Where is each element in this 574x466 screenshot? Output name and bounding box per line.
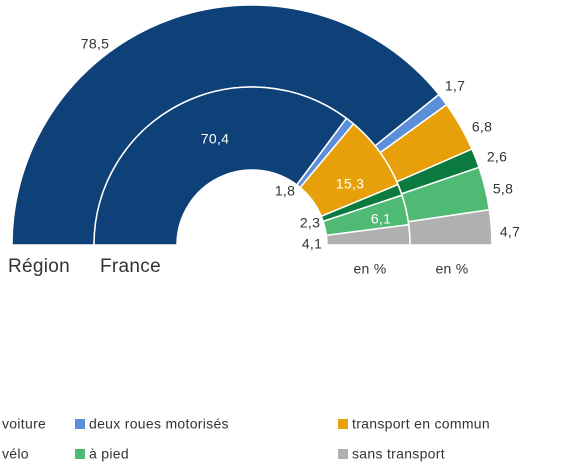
legend-label: sans transport bbox=[352, 446, 445, 462]
data-label: 4,7 bbox=[500, 224, 520, 240]
data-label: 70,4 bbox=[201, 131, 229, 147]
legend-marker bbox=[338, 449, 348, 459]
legend-label: à pied bbox=[89, 446, 129, 462]
legend-label: voiture bbox=[2, 416, 46, 432]
data-label: 2,3 bbox=[300, 215, 320, 231]
data-label: 1,7 bbox=[445, 78, 465, 94]
data-label: 2,6 bbox=[487, 149, 507, 165]
legend-label: transport en commun bbox=[352, 416, 490, 432]
legend-marker bbox=[338, 419, 348, 429]
ring-label: Région bbox=[8, 256, 70, 277]
data-label: 15,3 bbox=[336, 176, 364, 192]
data-label: 78,5 bbox=[81, 36, 109, 52]
data-label: 6,1 bbox=[371, 211, 391, 227]
data-label: 6,8 bbox=[472, 119, 492, 135]
data-label: 4,1 bbox=[302, 236, 322, 252]
legend-label: vélo bbox=[2, 446, 29, 462]
data-label: 1,8 bbox=[275, 183, 295, 199]
donut-segment bbox=[325, 223, 411, 246]
data-label: 5,8 bbox=[493, 181, 513, 197]
ring-label: France bbox=[100, 256, 161, 277]
legend-label: deux roues motorisés bbox=[89, 416, 229, 432]
donut-segment bbox=[93, 86, 348, 246]
legend-marker bbox=[75, 419, 85, 429]
unit-label: en % bbox=[435, 261, 468, 277]
legend-marker bbox=[75, 449, 85, 459]
unit-label: en % bbox=[353, 261, 386, 277]
